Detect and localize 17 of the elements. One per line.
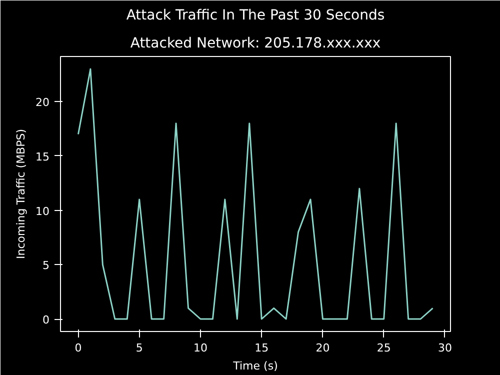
- line-series: [77, 68, 434, 320]
- y-tick-label: 0: [42, 314, 50, 326]
- y-tick-label: 20: [36, 96, 50, 110]
- x-tick-label: 15: [254, 342, 269, 354]
- x-tick-label: 30: [438, 342, 452, 354]
- x-tick-label: 10: [193, 342, 208, 354]
- y-tick-label: 10: [36, 204, 50, 218]
- x-tick-label: 0: [74, 342, 82, 354]
- x-axis-title: Time (s): [232, 360, 278, 372]
- x-tick-label: 25: [376, 342, 391, 354]
- chart-subtitle: Attacked Network: 205.178.xxx.xxx: [130, 36, 381, 52]
- chart-title: Attack Traffic In The Past 30 Seconds: [126, 8, 385, 24]
- y-axis-title: Incoming Traffic (MBPS): [14, 129, 28, 259]
- x-tick-label: 20: [316, 342, 330, 354]
- y-tick-label: 5: [42, 259, 50, 272]
- x-tick-label: 5: [136, 342, 143, 354]
- y-tick-label: 15: [36, 150, 50, 164]
